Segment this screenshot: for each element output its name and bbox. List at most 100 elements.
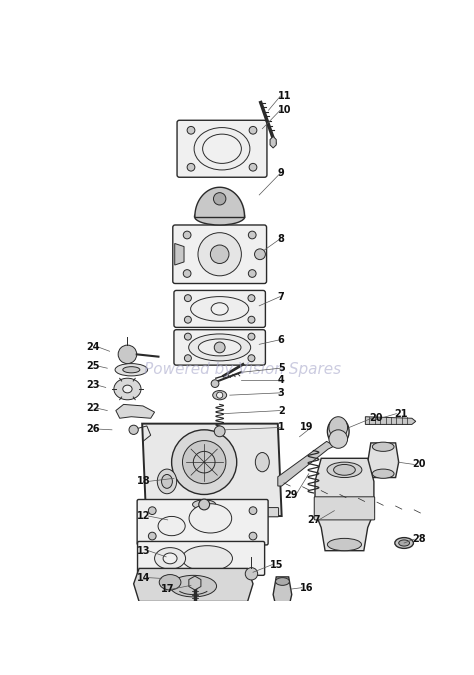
Text: 18: 18 bbox=[137, 477, 151, 487]
Polygon shape bbox=[134, 568, 253, 601]
Text: 20: 20 bbox=[369, 413, 383, 423]
Text: 10: 10 bbox=[278, 105, 292, 115]
Circle shape bbox=[198, 233, 241, 276]
Text: 17: 17 bbox=[161, 584, 174, 594]
Text: 24: 24 bbox=[86, 342, 100, 352]
Ellipse shape bbox=[194, 128, 250, 170]
Circle shape bbox=[329, 430, 347, 448]
Circle shape bbox=[184, 316, 191, 323]
Circle shape bbox=[214, 342, 225, 353]
Ellipse shape bbox=[328, 418, 349, 445]
Ellipse shape bbox=[123, 367, 140, 373]
Ellipse shape bbox=[115, 364, 147, 376]
Text: 13: 13 bbox=[137, 545, 151, 556]
Circle shape bbox=[255, 249, 265, 260]
Text: 19: 19 bbox=[300, 423, 313, 433]
Text: 6: 6 bbox=[278, 335, 284, 345]
Text: 14: 14 bbox=[137, 572, 151, 583]
Circle shape bbox=[129, 425, 138, 435]
FancyBboxPatch shape bbox=[177, 120, 267, 178]
FancyBboxPatch shape bbox=[314, 497, 374, 520]
Ellipse shape bbox=[123, 385, 132, 393]
FancyBboxPatch shape bbox=[137, 541, 264, 575]
Text: Powered by Vision Spares: Powered by Vision Spares bbox=[145, 362, 341, 377]
Circle shape bbox=[187, 126, 195, 134]
Circle shape bbox=[184, 355, 191, 362]
Polygon shape bbox=[270, 136, 276, 148]
Circle shape bbox=[211, 380, 219, 387]
Ellipse shape bbox=[373, 442, 394, 452]
Ellipse shape bbox=[255, 452, 269, 472]
Circle shape bbox=[199, 499, 210, 510]
Ellipse shape bbox=[202, 134, 241, 163]
Circle shape bbox=[214, 426, 225, 437]
FancyBboxPatch shape bbox=[145, 508, 279, 517]
Circle shape bbox=[118, 345, 137, 364]
FancyBboxPatch shape bbox=[137, 500, 268, 545]
Ellipse shape bbox=[191, 296, 249, 321]
Ellipse shape bbox=[158, 516, 185, 536]
Ellipse shape bbox=[182, 545, 232, 571]
Text: 23: 23 bbox=[86, 380, 100, 390]
Ellipse shape bbox=[170, 575, 217, 597]
Text: 5: 5 bbox=[278, 363, 284, 373]
Polygon shape bbox=[116, 404, 155, 418]
FancyBboxPatch shape bbox=[174, 329, 265, 365]
Circle shape bbox=[193, 452, 215, 473]
Circle shape bbox=[248, 333, 255, 340]
Text: 4: 4 bbox=[278, 375, 284, 385]
Circle shape bbox=[148, 532, 156, 540]
Ellipse shape bbox=[159, 574, 181, 590]
Ellipse shape bbox=[399, 540, 410, 546]
Circle shape bbox=[249, 163, 257, 171]
Circle shape bbox=[248, 269, 256, 277]
Circle shape bbox=[182, 441, 226, 484]
Circle shape bbox=[248, 355, 255, 362]
Circle shape bbox=[248, 231, 256, 239]
Circle shape bbox=[184, 333, 191, 340]
Ellipse shape bbox=[329, 416, 347, 438]
Ellipse shape bbox=[194, 208, 245, 225]
Text: 12: 12 bbox=[137, 511, 151, 521]
Polygon shape bbox=[368, 443, 399, 477]
Polygon shape bbox=[278, 441, 334, 486]
Text: 3: 3 bbox=[278, 388, 284, 398]
Ellipse shape bbox=[198, 339, 241, 356]
Ellipse shape bbox=[155, 547, 186, 569]
Text: 21: 21 bbox=[394, 408, 408, 418]
Ellipse shape bbox=[275, 578, 290, 585]
Text: 20: 20 bbox=[412, 460, 425, 469]
Text: 22: 22 bbox=[86, 403, 100, 413]
Text: 8: 8 bbox=[278, 234, 285, 244]
Ellipse shape bbox=[157, 469, 177, 493]
FancyBboxPatch shape bbox=[174, 290, 265, 327]
Text: 16: 16 bbox=[300, 583, 313, 593]
Circle shape bbox=[213, 192, 226, 205]
Circle shape bbox=[217, 392, 223, 398]
Polygon shape bbox=[142, 424, 282, 516]
Circle shape bbox=[249, 126, 257, 134]
Circle shape bbox=[249, 507, 257, 514]
Text: 2: 2 bbox=[278, 406, 284, 416]
Ellipse shape bbox=[162, 475, 173, 488]
Circle shape bbox=[172, 430, 237, 495]
Text: 26: 26 bbox=[86, 424, 100, 434]
Circle shape bbox=[248, 295, 255, 302]
Circle shape bbox=[249, 532, 257, 540]
Ellipse shape bbox=[328, 539, 362, 551]
Text: 1: 1 bbox=[278, 423, 284, 433]
Ellipse shape bbox=[395, 537, 413, 548]
Text: 7: 7 bbox=[278, 292, 284, 302]
Text: 11: 11 bbox=[278, 91, 292, 101]
Text: 28: 28 bbox=[412, 534, 426, 544]
Ellipse shape bbox=[192, 500, 216, 509]
FancyBboxPatch shape bbox=[173, 225, 266, 284]
Text: 27: 27 bbox=[308, 515, 321, 525]
Polygon shape bbox=[273, 577, 292, 608]
Circle shape bbox=[148, 507, 156, 514]
Text: 29: 29 bbox=[284, 490, 298, 500]
Ellipse shape bbox=[334, 464, 356, 475]
Ellipse shape bbox=[189, 334, 251, 361]
Text: 25: 25 bbox=[86, 361, 100, 371]
Ellipse shape bbox=[114, 378, 141, 400]
